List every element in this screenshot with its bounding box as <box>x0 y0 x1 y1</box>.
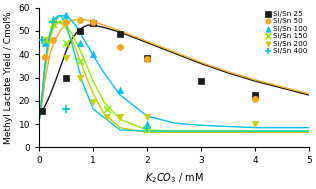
Si/Sn 400 <box>145 126 150 129</box>
Si/Sn 25 <box>91 21 96 24</box>
Si/Sn 25 <box>77 29 82 33</box>
Si/Sn 400 <box>50 20 55 23</box>
Si/Sn 50 <box>118 46 123 49</box>
Si/Sn 50 <box>50 39 55 42</box>
Si/Sn 200 <box>64 56 69 59</box>
Si/Sn 100 <box>50 18 55 21</box>
Si/Sn 150 <box>50 22 55 26</box>
Si/Sn 200 <box>42 39 47 42</box>
Si/Sn 400 <box>64 108 69 111</box>
Si/Sn 200 <box>252 123 258 126</box>
X-axis label: $K_2CO_3$ / mM: $K_2CO_3$ / mM <box>145 171 204 185</box>
Si/Sn 200 <box>104 116 109 119</box>
Si/Sn 25 <box>40 110 45 113</box>
Si/Sn 50 <box>91 20 96 23</box>
Si/Sn 150 <box>77 60 82 63</box>
Si/Sn 100 <box>42 41 47 44</box>
Si/Sn 100 <box>118 89 123 92</box>
Si/Sn 25 <box>198 80 204 83</box>
Si/Sn 25 <box>118 33 123 36</box>
Si/Sn 100 <box>145 123 150 126</box>
Si/Sn 50 <box>145 57 150 60</box>
Si/Sn 50 <box>252 97 258 100</box>
Si/Sn 100 <box>91 53 96 56</box>
Si/Sn 400 <box>40 39 45 42</box>
Si/Sn 150 <box>145 127 150 130</box>
Si/Sn 150 <box>64 41 69 44</box>
Si/Sn 150 <box>104 108 109 111</box>
Si/Sn 25 <box>252 94 258 97</box>
Si/Sn 200 <box>50 21 55 24</box>
Si/Sn 200 <box>118 116 123 119</box>
Y-axis label: Methyl Lactate Yield / Cmol%: Methyl Lactate Yield / Cmol% <box>4 11 13 144</box>
Si/Sn 50 <box>42 55 47 58</box>
Si/Sn 200 <box>91 101 96 104</box>
Legend: Si/Sn 25, Si/Sn 50, Si/Sn 100, Si/Sn 150, Si/Sn 200, Si/Sn 400: Si/Sn 25, Si/Sn 50, Si/Sn 100, Si/Sn 150… <box>264 10 308 55</box>
Si/Sn 50 <box>77 19 82 22</box>
Si/Sn 200 <box>145 116 150 119</box>
Si/Sn 25 <box>64 76 69 79</box>
Si/Sn 200 <box>77 76 82 79</box>
Si/Sn 50 <box>64 20 69 23</box>
Si/Sn 100 <box>64 13 69 16</box>
Si/Sn 100 <box>77 41 82 44</box>
Si/Sn 25 <box>145 56 150 59</box>
Si/Sn 150 <box>42 38 47 41</box>
